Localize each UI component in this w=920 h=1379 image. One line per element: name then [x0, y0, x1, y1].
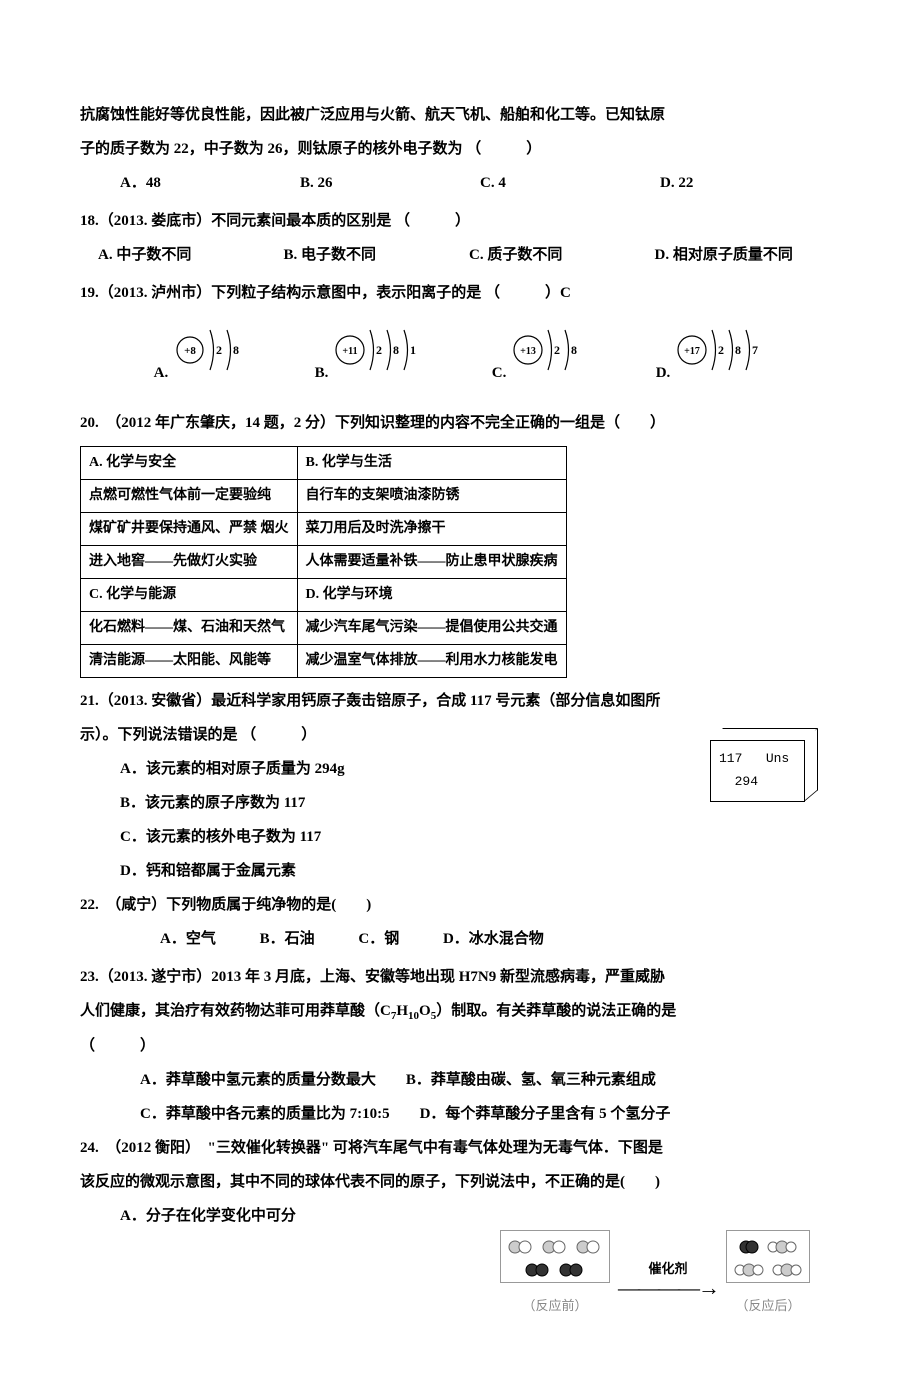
- reaction-before-box: [500, 1230, 610, 1283]
- element-mass: 294: [735, 774, 758, 789]
- q20-d-hdr: D. 化学与环境: [297, 579, 566, 612]
- q19-label-c: C.: [492, 358, 507, 388]
- q22-stem: 22. （咸宁）下列物质属于纯净物的是( ): [80, 890, 840, 920]
- q17-opt-d: D. 22: [660, 168, 840, 198]
- q22-opt-b: B．石油: [260, 924, 315, 954]
- q23-opts-row2: C．莽草酸中各元素的质量比为 7:10:5 D．每个莽草酸分子里含有 5 个氢分…: [80, 1099, 840, 1129]
- svg-text:2: 2: [718, 343, 724, 357]
- q20-c-hdr: C. 化学与能源: [81, 579, 298, 612]
- element-box: 117 Uns 294: [710, 728, 825, 803]
- q19-label-b: B.: [315, 358, 329, 388]
- svg-text:2: 2: [376, 343, 382, 357]
- q23-opt-b: B．莽草酸由碳、氢、氧三种元素组成: [406, 1065, 656, 1095]
- element-box-wrap: 117 Uns 294: [700, 720, 840, 803]
- q19-diagram-d: D. +17 2 8 7: [656, 322, 767, 388]
- reaction-after-box: [726, 1230, 810, 1283]
- q18-opt-c: C. 质子数不同: [469, 240, 655, 270]
- q19-diagram-a: A. +8 2 8: [154, 322, 248, 388]
- q20-d1: 减少汽车尾气污染——提倡使用公共交通: [297, 612, 566, 645]
- svg-text:2: 2: [216, 343, 222, 357]
- q24-line2: 该反应的微观示意图，其中不同的球体代表不同的原子，下列说法中，不正确的是( ): [80, 1167, 840, 1197]
- q20-a-hdr: A. 化学与安全: [81, 447, 298, 480]
- q24-line1: 24. （2012 衡阳） "三效催化转换器" 可将汽车尾气中有毒气体处理为无毒…: [80, 1133, 840, 1163]
- atom-diagram-a: +8 2 8: [172, 322, 247, 388]
- svg-text:+11: +11: [343, 346, 358, 357]
- atom-diagram-d: +17 2 8 7: [674, 322, 766, 388]
- svg-text:8: 8: [233, 343, 239, 357]
- q20-a1: 点燃可燃性气体前一定要验纯: [81, 480, 298, 513]
- q23-opt-c: C．莽草酸中各元素的质量比为 7:10:5: [140, 1099, 390, 1129]
- q17-opt-a: A．48: [120, 168, 300, 198]
- svg-text:8: 8: [571, 343, 577, 357]
- q23-opt-d: D．每个莽草酸分子里含有 5 个氢分子: [420, 1099, 671, 1129]
- q21-opt-b: B．该元素的原子序数为 117: [80, 788, 680, 818]
- reaction-after-label: （反应后）: [726, 1293, 810, 1319]
- q23-line2: 人们健康，其治疗有效药物达菲可用莽草酸（C7H10O5）制取。有关莽草酸的说法正…: [80, 996, 840, 1027]
- svg-text:8: 8: [735, 343, 741, 357]
- q21-line2: 示）。下列说法错误的是 （ ）: [80, 720, 680, 750]
- q23-opt-a: A．莽草酸中氢元素的质量分数最大: [140, 1065, 376, 1095]
- element-num: 117: [719, 751, 742, 766]
- q24-opt-a: A．分子在化学变化中可分: [80, 1201, 296, 1231]
- reaction-arrow: 催化剂 ————→: [618, 1256, 718, 1293]
- q17-line1: 抗腐蚀性能好等优良性能，因此被广泛应用与火箭、航天飞机、船舶和化工等。已知钛原: [80, 100, 840, 130]
- reaction-diagram: （反应前） 催化剂 ————→ （反应后）: [80, 1230, 840, 1319]
- q22-opt-a: A．空气: [160, 924, 216, 954]
- q22-opt-c: C．钢: [358, 924, 399, 954]
- q18-options: A. 中子数不同 B. 电子数不同 C. 质子数不同 D. 相对原子质量不同: [80, 240, 840, 270]
- q20-d2: 减少温室气体排放——利用水力核能发电: [297, 645, 566, 678]
- q19-label-d: D.: [656, 358, 671, 388]
- q22-options: A．空气 B．石油 C．钢 D．冰水混合物: [80, 924, 840, 954]
- q18-opt-b: B. 电子数不同: [284, 240, 470, 270]
- q23-line1: 23.（2013. 遂宁市）2013 年 3 月底，上海、安徽等地出现 H7N9…: [80, 962, 840, 992]
- q20-b3: 人体需要适量补铁——防止患甲状腺疾病: [297, 546, 566, 579]
- svg-text:8: 8: [393, 343, 399, 357]
- q19-label-a: A.: [154, 358, 169, 388]
- q21-line1: 21.（2013. 安徽省）最近科学家用钙原子轰击锫原子，合成 117 号元素（…: [80, 686, 840, 716]
- q19-diagram-b: B. +11 2 8 1: [315, 322, 425, 388]
- q17-options: A．48 B. 26 C. 4 D. 22: [80, 168, 840, 198]
- svg-text:+8: +8: [184, 345, 196, 357]
- q21-opt-d: D．钙和锫都属于金属元素: [80, 856, 840, 886]
- q21-opt-c: C．该元素的核外电子数为 117: [80, 822, 840, 852]
- q20-b1: 自行车的支架喷油漆防锈: [297, 480, 566, 513]
- q20-a3: 进入地窖——先做灯火实验: [81, 546, 298, 579]
- svg-text:+13: +13: [520, 346, 536, 357]
- q20-stem: 20. （2012 年广东肇庆，14 题，2 分）下列知识整理的内容不完全正确的…: [80, 408, 840, 438]
- q18-opt-a: A. 中子数不同: [98, 240, 284, 270]
- svg-text:7: 7: [752, 343, 758, 357]
- q19-stem: 19.（2013. 泸州市）下列粒子结构示意图中，表示阳离子的是 （ ）C: [80, 278, 840, 308]
- q23-line3: （ ）: [80, 1031, 840, 1061]
- svg-text:1: 1: [410, 343, 416, 357]
- q18-stem: 18.（2013. 娄底市）不同元素间最本质的区别是 （ ）: [80, 206, 840, 236]
- q18-opt-d: D. 相对原子质量不同: [655, 240, 841, 270]
- q20-b2: 菜刀用后及时洗净擦干: [297, 513, 566, 546]
- q20-a2: 煤矿矿井要保持通风、严禁 烟火: [81, 513, 298, 546]
- q20-table: A. 化学与安全 B. 化学与生活 点燃可燃性气体前一定要验纯 自行车的支架喷油…: [80, 446, 567, 678]
- q22-opt-d: D．冰水混合物: [443, 924, 544, 954]
- reaction-before-label: （反应前）: [500, 1293, 610, 1319]
- q21-opt-a: A．该元素的相对原子质量为 294g: [80, 754, 680, 784]
- q17-line2: 子的质子数为 22，中子数为 26，则钛原子的核外电子数为 （ ）: [80, 134, 840, 164]
- svg-text:2: 2: [554, 343, 560, 357]
- atom-diagram-b: +11 2 8 1: [332, 322, 424, 388]
- q20-b-hdr: B. 化学与生活: [297, 447, 566, 480]
- q20-c2: 清洁能源——太阳能、风能等: [81, 645, 298, 678]
- q23-opts-row1: A．莽草酸中氢元素的质量分数最大 B．莽草酸由碳、氢、氧三种元素组成: [80, 1065, 840, 1095]
- q19-diagram-c: C. +13 2 8: [492, 322, 589, 388]
- q21-left: 示）。下列说法错误的是 （ ） A．该元素的相对原子质量为 294g B．该元素…: [80, 720, 680, 822]
- q17-opt-c: C. 4: [480, 168, 660, 198]
- atom-diagram-c: +13 2 8: [510, 322, 588, 388]
- q19-diagrams: A. +8 2 8 B. +11 2 8 1: [80, 312, 840, 398]
- svg-text:+17: +17: [684, 346, 700, 357]
- q17-opt-b: B. 26: [300, 168, 480, 198]
- q20-c1: 化石燃料——煤、石油和天然气: [81, 612, 298, 645]
- element-sym: Uns: [766, 751, 789, 766]
